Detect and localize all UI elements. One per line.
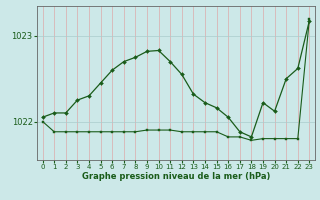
X-axis label: Graphe pression niveau de la mer (hPa): Graphe pression niveau de la mer (hPa) [82,172,270,181]
